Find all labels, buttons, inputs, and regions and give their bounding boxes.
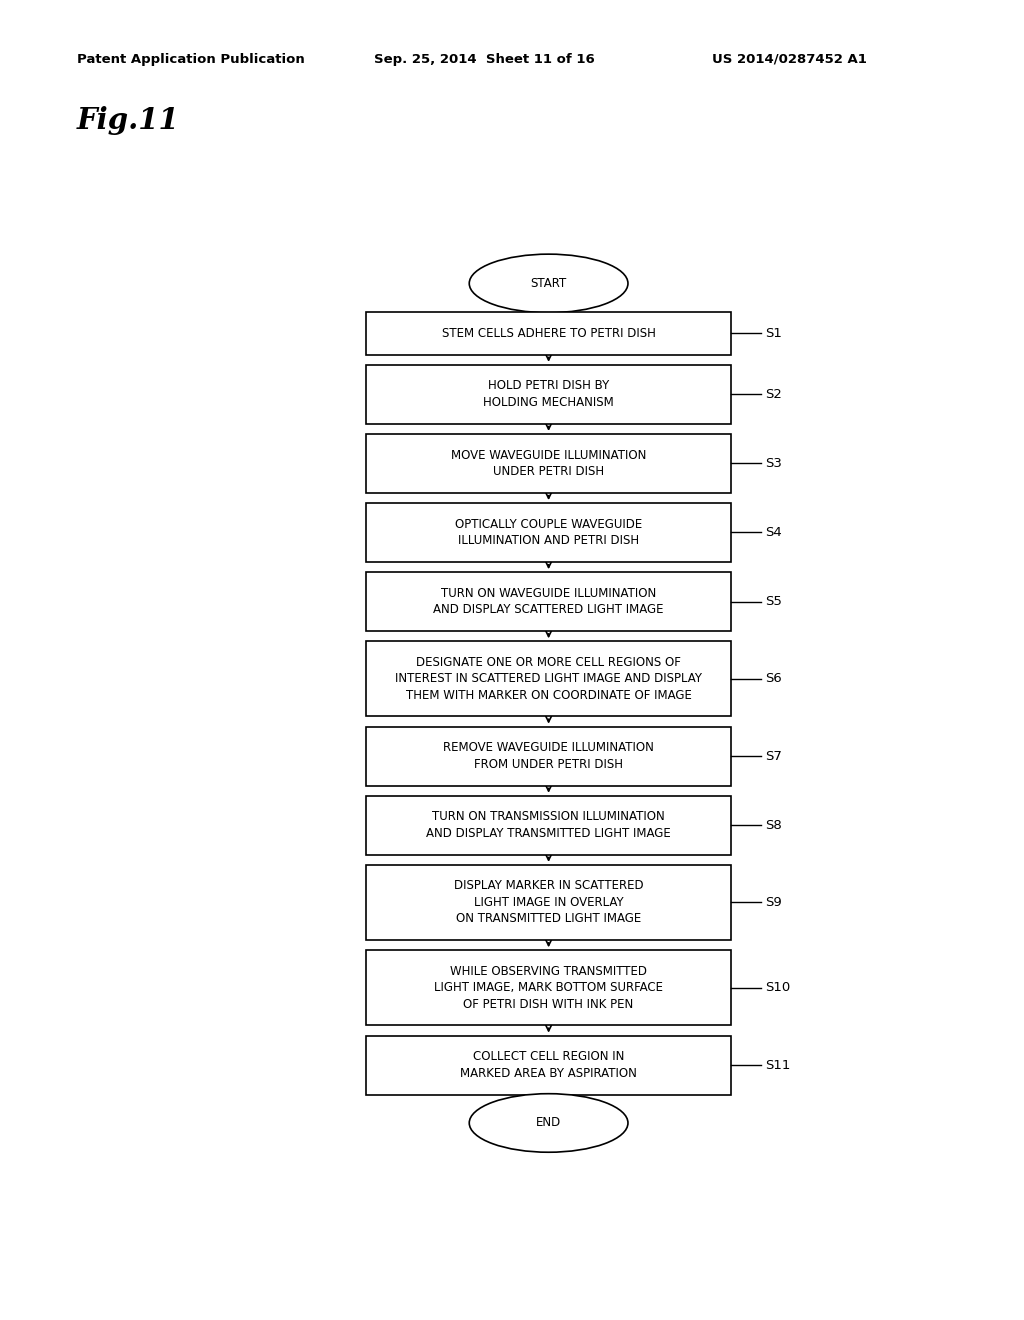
FancyBboxPatch shape: [367, 503, 731, 562]
Text: MOVE WAVEGUIDE ILLUMINATION
UNDER PETRI DISH: MOVE WAVEGUIDE ILLUMINATION UNDER PETRI …: [451, 449, 646, 478]
Ellipse shape: [469, 255, 628, 313]
FancyBboxPatch shape: [367, 796, 731, 854]
FancyBboxPatch shape: [367, 726, 731, 785]
Text: S6: S6: [765, 672, 782, 685]
Text: HOLD PETRI DISH BY
HOLDING MECHANISM: HOLD PETRI DISH BY HOLDING MECHANISM: [483, 379, 614, 409]
Text: US 2014/0287452 A1: US 2014/0287452 A1: [712, 53, 866, 66]
Text: OPTICALLY COUPLE WAVEGUIDE
ILLUMINATION AND PETRI DISH: OPTICALLY COUPLE WAVEGUIDE ILLUMINATION …: [455, 517, 642, 548]
Text: S4: S4: [765, 525, 782, 539]
FancyBboxPatch shape: [367, 434, 731, 492]
Text: S8: S8: [765, 818, 782, 832]
Text: S5: S5: [765, 595, 782, 609]
Text: TURN ON TRANSMISSION ILLUMINATION
AND DISPLAY TRANSMITTED LIGHT IMAGE: TURN ON TRANSMISSION ILLUMINATION AND DI…: [426, 810, 671, 840]
FancyBboxPatch shape: [367, 364, 731, 424]
Text: REMOVE WAVEGUIDE ILLUMINATION
FROM UNDER PETRI DISH: REMOVE WAVEGUIDE ILLUMINATION FROM UNDER…: [443, 742, 654, 771]
Text: S9: S9: [765, 896, 782, 909]
Text: Sep. 25, 2014  Sheet 11 of 16: Sep. 25, 2014 Sheet 11 of 16: [374, 53, 595, 66]
Text: S3: S3: [765, 457, 782, 470]
FancyBboxPatch shape: [367, 865, 731, 940]
FancyBboxPatch shape: [367, 950, 731, 1026]
Text: S2: S2: [765, 388, 782, 401]
Text: END: END: [536, 1117, 561, 1130]
FancyBboxPatch shape: [367, 572, 731, 631]
Text: S7: S7: [765, 750, 782, 763]
Ellipse shape: [469, 1094, 628, 1152]
Text: S10: S10: [765, 981, 791, 994]
FancyBboxPatch shape: [367, 642, 731, 717]
Text: S11: S11: [765, 1059, 791, 1072]
Text: DISPLAY MARKER IN SCATTERED
LIGHT IMAGE IN OVERLAY
ON TRANSMITTED LIGHT IMAGE: DISPLAY MARKER IN SCATTERED LIGHT IMAGE …: [454, 879, 643, 925]
FancyBboxPatch shape: [367, 1036, 731, 1094]
FancyBboxPatch shape: [367, 312, 731, 355]
Text: S1: S1: [765, 327, 782, 339]
Text: DESIGNATE ONE OR MORE CELL REGIONS OF
INTEREST IN SCATTERED LIGHT IMAGE AND DISP: DESIGNATE ONE OR MORE CELL REGIONS OF IN…: [395, 656, 702, 702]
Text: START: START: [530, 277, 566, 290]
Text: Patent Application Publication: Patent Application Publication: [77, 53, 304, 66]
Text: COLLECT CELL REGION IN
MARKED AREA BY ASPIRATION: COLLECT CELL REGION IN MARKED AREA BY AS…: [460, 1051, 637, 1080]
Text: Fig.11: Fig.11: [77, 106, 179, 135]
Text: WHILE OBSERVING TRANSMITTED
LIGHT IMAGE, MARK BOTTOM SURFACE
OF PETRI DISH WITH : WHILE OBSERVING TRANSMITTED LIGHT IMAGE,…: [434, 965, 664, 1011]
Text: STEM CELLS ADHERE TO PETRI DISH: STEM CELLS ADHERE TO PETRI DISH: [441, 327, 655, 339]
Text: TURN ON WAVEGUIDE ILLUMINATION
AND DISPLAY SCATTERED LIGHT IMAGE: TURN ON WAVEGUIDE ILLUMINATION AND DISPL…: [433, 587, 664, 616]
